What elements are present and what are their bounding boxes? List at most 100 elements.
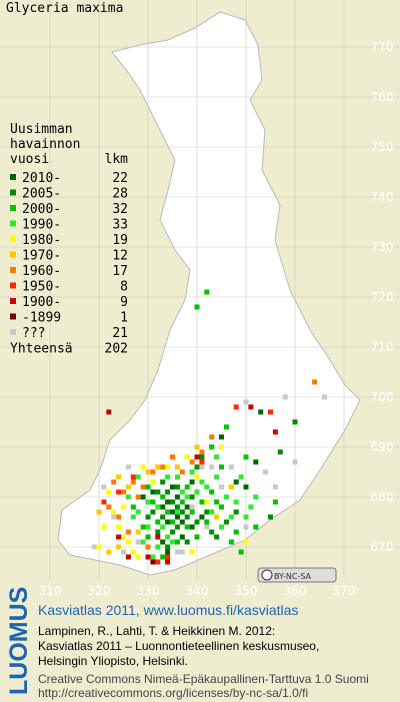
occurrence-square bbox=[272, 429, 278, 435]
occurrence-square bbox=[209, 489, 215, 495]
legend-label: 1960- bbox=[22, 264, 61, 279]
occurrence-square bbox=[214, 474, 220, 480]
occurrence-square bbox=[223, 519, 229, 525]
occurrence-square bbox=[121, 504, 126, 510]
occurrence-square bbox=[145, 469, 151, 475]
occurrence-square bbox=[116, 474, 122, 480]
occurrence-square bbox=[199, 514, 205, 520]
occurrence-square bbox=[155, 464, 161, 470]
occurrence-square bbox=[130, 474, 136, 480]
occurrence-square bbox=[106, 504, 112, 510]
occurrence-square bbox=[268, 409, 273, 415]
occurrence-square bbox=[179, 549, 185, 555]
occurrence-square bbox=[253, 459, 259, 465]
occurrence-square bbox=[272, 484, 278, 490]
occurrence-square bbox=[150, 499, 156, 505]
occurrence-square bbox=[219, 504, 224, 510]
occurrence-square bbox=[243, 524, 249, 530]
x-tick-label: 350 bbox=[235, 584, 258, 598]
occurrence-square bbox=[204, 289, 210, 295]
occurrence-square bbox=[272, 499, 278, 505]
legend-swatch bbox=[10, 313, 16, 320]
occurrence-square bbox=[258, 409, 264, 415]
occurrence-square bbox=[165, 544, 171, 550]
occurrence-square bbox=[125, 484, 131, 490]
occurrence-square bbox=[189, 549, 195, 555]
occurrence-square bbox=[214, 454, 220, 460]
occurrence-square bbox=[194, 519, 200, 525]
occurrence-square bbox=[209, 434, 215, 440]
occurrence-square bbox=[160, 514, 166, 520]
legend-count: 22 bbox=[112, 171, 128, 186]
occurrence-square bbox=[204, 509, 210, 515]
occurrence-square bbox=[170, 509, 175, 515]
occurrence-square bbox=[238, 474, 244, 480]
occurrence-square bbox=[145, 484, 151, 490]
x-tick-label: 330 bbox=[137, 584, 160, 598]
occurrence-square bbox=[165, 489, 171, 495]
occurrence-square bbox=[184, 504, 190, 510]
occurrence-square bbox=[184, 454, 190, 460]
map-title: Glyceria maxima bbox=[6, 1, 123, 16]
x-tick-label: 340 bbox=[186, 584, 209, 598]
occurrence-square bbox=[243, 539, 249, 545]
occurrence-square bbox=[199, 499, 205, 505]
y-tick-label: 770 bbox=[371, 40, 394, 54]
occurrence-square bbox=[160, 479, 166, 485]
occurrence-square bbox=[243, 399, 249, 405]
occurrence-square bbox=[130, 514, 136, 520]
occurrence-square bbox=[145, 524, 151, 530]
occurrence-square bbox=[189, 469, 195, 475]
occurrence-square bbox=[184, 494, 190, 500]
occurrence-square bbox=[268, 514, 273, 520]
occurrence-square bbox=[194, 534, 200, 540]
legend-label: 1950- bbox=[22, 280, 61, 295]
occurrence-square bbox=[282, 394, 288, 400]
y-tick-label: 730 bbox=[371, 240, 394, 254]
occurrence-square bbox=[160, 539, 166, 545]
occurrence-square bbox=[228, 539, 234, 545]
occurrence-square bbox=[116, 544, 122, 550]
legend-count: 19 bbox=[112, 233, 128, 248]
occurrence-square bbox=[130, 504, 136, 510]
occurrence-square bbox=[189, 494, 195, 500]
legend-label: ??? bbox=[22, 326, 45, 341]
occurrence-square bbox=[209, 509, 215, 515]
occurrence-square bbox=[194, 489, 200, 495]
occurrence-square bbox=[155, 489, 161, 495]
occurrence-square bbox=[263, 469, 269, 475]
occurrence-square bbox=[140, 464, 146, 470]
occurrence-square bbox=[111, 509, 117, 515]
occurrence-square bbox=[199, 454, 205, 460]
occurrence-square bbox=[150, 479, 156, 485]
occurrence-square bbox=[170, 499, 175, 505]
y-tick-label: 680 bbox=[371, 490, 394, 504]
legend-year-header: vuosi bbox=[10, 152, 49, 167]
occurrence-square bbox=[292, 459, 298, 465]
legend-count: 21 bbox=[112, 326, 128, 341]
occurrence-square bbox=[135, 474, 141, 480]
occurrence-square bbox=[228, 484, 234, 490]
y-tick-label: 670 bbox=[371, 540, 394, 554]
occurrence-square bbox=[174, 484, 180, 490]
occurrence-square bbox=[204, 519, 210, 525]
citation: Helsingin Yliopisto, Helsinki. bbox=[38, 654, 188, 668]
occurrence-square bbox=[219, 484, 224, 490]
occurrence-square bbox=[209, 444, 215, 450]
occurrence-square bbox=[116, 524, 122, 530]
occurrence-square bbox=[189, 479, 195, 485]
legend-swatch bbox=[10, 282, 16, 289]
occurrence-square bbox=[174, 524, 180, 530]
occurrence-square bbox=[150, 489, 156, 495]
legend-count: 28 bbox=[112, 187, 128, 202]
occurrence-square bbox=[140, 484, 146, 490]
occurrence-square bbox=[312, 379, 318, 385]
occurrence-square bbox=[130, 479, 136, 485]
citation: Lampinen, R., Lahti, T. & Heikkinen M. 2… bbox=[38, 624, 275, 638]
occurrence-square bbox=[277, 449, 283, 455]
occurrence-square bbox=[179, 519, 185, 525]
occurrence-square bbox=[145, 534, 151, 540]
occurrence-square bbox=[179, 469, 185, 475]
legend-label: 1900- bbox=[22, 295, 61, 310]
occurrence-square bbox=[116, 489, 122, 495]
